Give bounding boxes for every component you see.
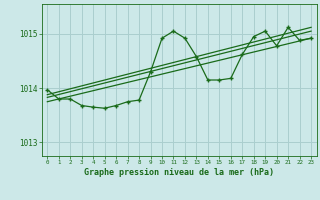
X-axis label: Graphe pression niveau de la mer (hPa): Graphe pression niveau de la mer (hPa) [84,168,274,177]
